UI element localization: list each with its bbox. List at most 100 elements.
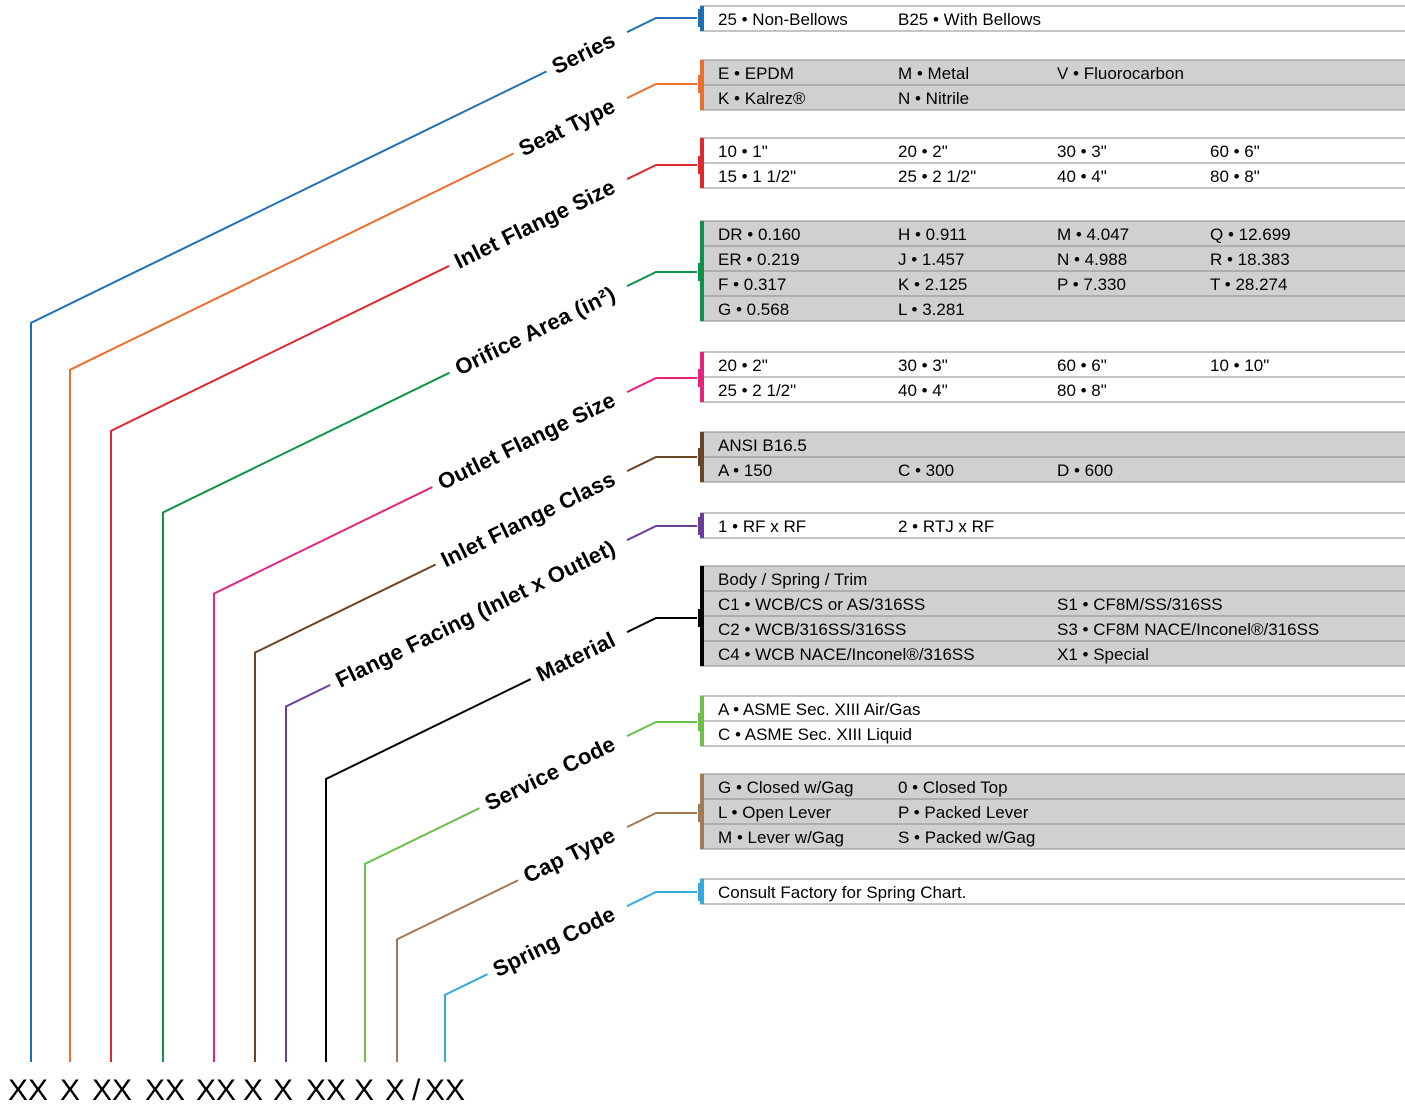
option-cell: N • Nitrile: [898, 89, 969, 108]
leader-lower: [364, 807, 480, 1062]
option-cell: A • ASME Sec. XIII Air/Gas: [718, 700, 920, 719]
model-code-segment: X: [243, 1074, 263, 1103]
leader-lower: [162, 371, 451, 1062]
table-color-bar: [700, 60, 704, 110]
option-cell: C • ASME Sec. XIII Liquid: [718, 725, 912, 744]
leader-lower: [110, 265, 450, 1062]
option-cell: P • 7.330: [1057, 275, 1126, 294]
leader-upper: [626, 377, 697, 394]
leader-upper: [626, 17, 697, 34]
table-series: 25 • Non-Bellows B25 • With Bellows: [700, 5, 1405, 32]
field-labels: Series Seat Type Inlet Flange SizeOrifice …: [331, 27, 619, 982]
field-label-spring-code: Spring Code: [489, 901, 619, 982]
table-color-bar: [700, 774, 704, 849]
option-cell: M • Metal: [898, 64, 969, 83]
option-cell: N • 4.988: [1057, 250, 1127, 269]
leader-upper: [626, 812, 697, 829]
option-cell: ER • 0.219: [718, 250, 800, 269]
option-cell: V • Fluorocarbon: [1057, 64, 1184, 83]
leader-lower: [30, 70, 547, 1062]
option-cell: S3 • CF8M NACE/Inconel®/316SS: [1057, 620, 1319, 639]
option-cell: 10 • 1": [718, 142, 768, 161]
option-cell: H • 0.911: [898, 225, 967, 244]
leader-upper: [626, 891, 697, 908]
leader-lower: [396, 879, 519, 1062]
option-cell: R • 18.383: [1210, 250, 1290, 269]
option-cell: D • 600: [1057, 461, 1113, 480]
model-code-segment: XX: [145, 1074, 185, 1103]
option-cell: 25 • 2 1/2": [718, 381, 796, 400]
option-cell: C2 • WCB/316SS/316SS: [718, 620, 906, 639]
option-cell: L • 3.281: [898, 300, 965, 319]
option-cell: L • Open Lever: [718, 803, 831, 822]
model-code-segment: XX: [8, 1074, 48, 1103]
field-label-cap-type: Cap Type: [519, 822, 619, 888]
model-code-segment: XX: [92, 1074, 132, 1103]
leader-lower: [444, 973, 488, 1062]
field-label-series: Series: [548, 27, 619, 79]
model-code-segment: X: [385, 1074, 405, 1103]
table-seat-type: E • EPDM M • Metal V • Fluorocarbon K • Kal…: [700, 59, 1405, 111]
table-color-bar: [700, 566, 704, 666]
option-cell: M • 4.047: [1057, 225, 1129, 244]
option-cell: Body / Spring / Trim: [718, 570, 867, 589]
option-cell: DR • 0.160: [718, 225, 801, 244]
field-label-service-code: Service Code: [481, 731, 619, 816]
leader-upper: [626, 617, 697, 634]
option-cell: 20 • 2": [898, 142, 948, 161]
option-cell: C • 300: [898, 461, 954, 480]
table-service-code: A • ASME Sec. XIII Air/Gas C • ASME Sec. …: [700, 695, 1405, 747]
table-cap-type: G • Closed w/Gag 0 • Closed Top L • Open L…: [700, 773, 1405, 850]
option-cell: C4 • WCB NACE/Inconel®/316SS: [718, 645, 975, 664]
leader-upper: [626, 456, 697, 473]
option-cell: 30 • 3": [1057, 142, 1107, 161]
field-label-inlet-flange-size: Inlet Flange Size: [450, 174, 619, 274]
model-code-segment: /: [412, 1074, 421, 1103]
model-code-segment: X: [354, 1074, 374, 1103]
field-label-material: Material: [532, 627, 619, 687]
option-cell: G • 0.568: [718, 300, 789, 319]
option-cell: 80 • 8": [1210, 167, 1260, 186]
table-color-bar: [700, 352, 704, 402]
leader-lower: [213, 486, 433, 1062]
option-cell: K • Kalrez®: [718, 89, 806, 108]
leader-upper: [626, 721, 697, 738]
option-cell: S • Packed w/Gag: [898, 828, 1035, 847]
table-bg: [700, 774, 1405, 849]
table-color-bar: [700, 6, 704, 31]
table-color-bar: [700, 879, 704, 904]
model-code-segment: X: [60, 1074, 80, 1103]
leader-upper: [626, 164, 697, 181]
field-label-orifice-area-in: Orifice Area (in²): [451, 281, 619, 380]
model-code-segment: X: [273, 1074, 293, 1103]
table-color-bar: [700, 221, 704, 321]
model-code-segment: XX: [196, 1074, 236, 1103]
table-color-bar: [700, 432, 704, 482]
option-cell: C1 • WCB/CS or AS/316SS: [718, 595, 925, 614]
option-cell: T • 28.274: [1210, 275, 1287, 294]
option-cell: 0 • Closed Top: [898, 778, 1008, 797]
leader-lower: [69, 152, 514, 1062]
leader-lines: [30, 9, 704, 1062]
option-cell: 25 • 2 1/2": [898, 167, 976, 186]
table-inlet-flange-size: 10 • 1" 20 • 2" 30 • 3" 60 • 6" 15 • 1 1/2" 2…: [700, 137, 1405, 189]
leader-lower: [325, 678, 532, 1062]
option-tables: 25 • Non-Bellows B25 • With Bellows E • EP…: [700, 5, 1405, 905]
option-cell: 2 • RTJ x RF: [898, 517, 994, 536]
option-cell: G • Closed w/Gag: [718, 778, 853, 797]
leader-upper: [626, 271, 697, 288]
option-cell: 1 • RF x RF: [718, 517, 806, 536]
table-flange-facing-inlet-x-outlet: 1 • RF x RF 2 • RTJ x RF: [700, 512, 1405, 539]
leader-upper: [626, 525, 697, 542]
leader-lower: [254, 563, 437, 1062]
option-cell: Q • 12.699: [1210, 225, 1291, 244]
option-cell: J • 1.457: [898, 250, 964, 269]
table-color-bar: [700, 696, 704, 746]
option-cell: Consult Factory for Spring Chart.: [718, 883, 966, 902]
leader-upper: [626, 83, 697, 100]
option-cell: 40 • 4": [1057, 167, 1107, 186]
table-spring-code: Consult Factory for Spring Chart.: [700, 878, 1405, 905]
option-cell: E • EPDM: [718, 64, 794, 83]
table-inlet-flange-class: ANSI B16.5 A • 150 C • 300 D • 600: [700, 431, 1405, 483]
